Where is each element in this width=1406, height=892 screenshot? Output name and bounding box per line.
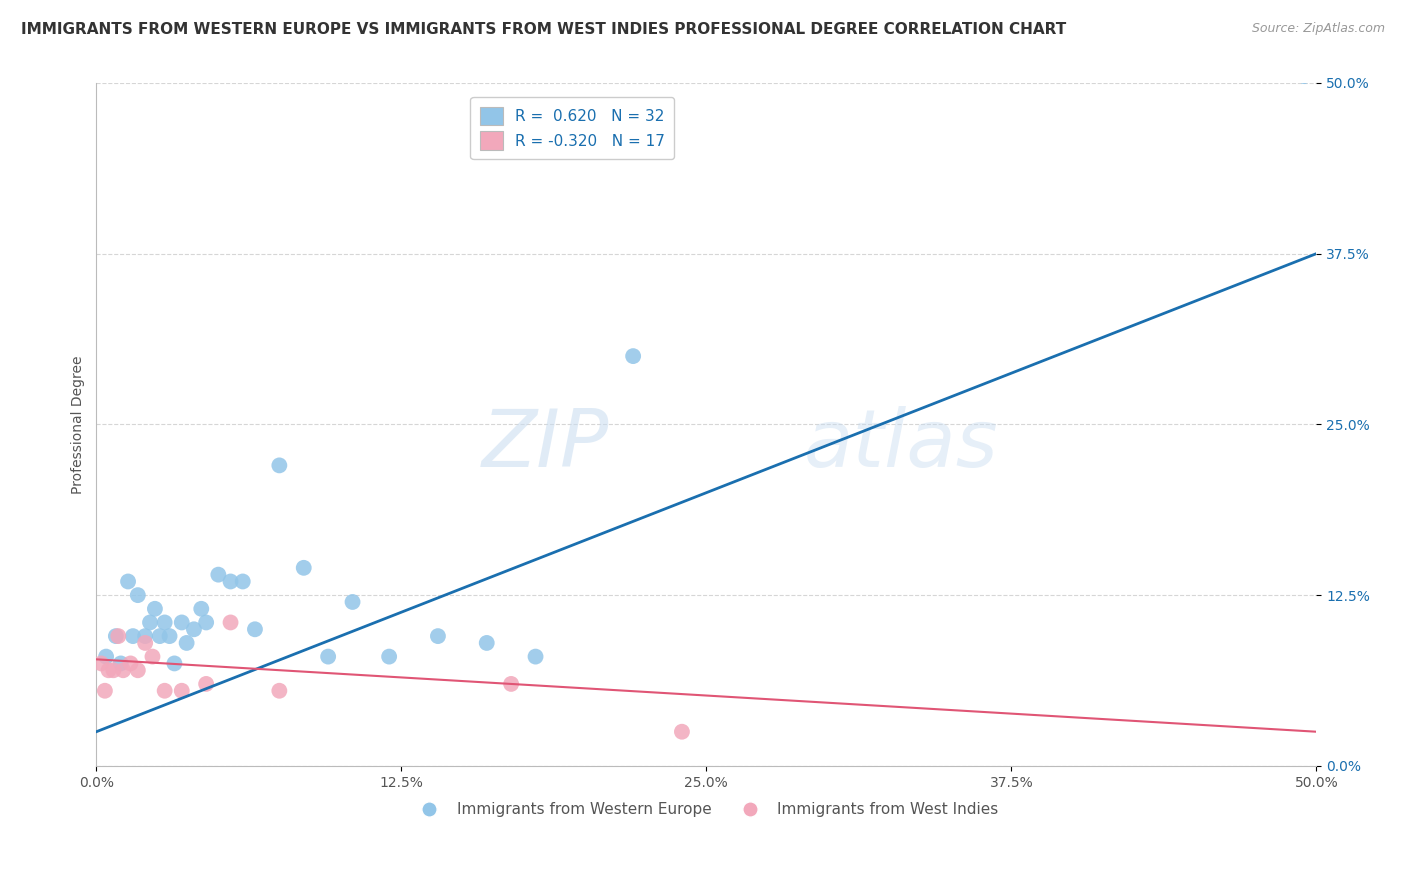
Point	[342, 595, 364, 609]
Point	[97, 663, 120, 677]
Point	[107, 629, 129, 643]
Point	[176, 636, 198, 650]
Text: ZIP: ZIP	[481, 406, 609, 483]
Point	[134, 636, 156, 650]
Point	[232, 574, 254, 589]
Point	[141, 649, 163, 664]
Point	[183, 622, 205, 636]
Point	[159, 629, 181, 643]
Point	[94, 649, 117, 664]
Point	[120, 657, 142, 671]
Point	[1294, 69, 1316, 83]
Point	[316, 649, 339, 664]
Point	[671, 724, 693, 739]
Point	[153, 615, 176, 630]
Point	[134, 629, 156, 643]
Point	[104, 629, 127, 643]
Point	[143, 602, 166, 616]
Legend: Immigrants from Western Europe, Immigrants from West Indies: Immigrants from Western Europe, Immigran…	[408, 796, 1005, 823]
Point	[269, 683, 291, 698]
Point	[524, 649, 547, 664]
Point	[149, 629, 172, 643]
Point	[378, 649, 401, 664]
Point	[501, 677, 523, 691]
Point	[207, 567, 229, 582]
Point	[170, 615, 193, 630]
Point	[90, 657, 112, 671]
Point	[127, 588, 149, 602]
Text: atlas: atlas	[804, 406, 998, 483]
Y-axis label: Professional Degree: Professional Degree	[72, 355, 86, 493]
Point	[426, 629, 449, 643]
Text: Source: ZipAtlas.com: Source: ZipAtlas.com	[1251, 22, 1385, 36]
Point	[112, 663, 135, 677]
Point	[621, 349, 644, 363]
Point	[103, 663, 125, 677]
Point	[163, 657, 186, 671]
Point	[475, 636, 498, 650]
Point	[94, 683, 117, 698]
Point	[195, 615, 218, 630]
Point	[269, 458, 291, 473]
Point	[170, 683, 193, 698]
Point	[122, 629, 145, 643]
Point	[219, 574, 242, 589]
Point	[110, 657, 132, 671]
Point	[219, 615, 242, 630]
Point	[243, 622, 266, 636]
Point	[127, 663, 149, 677]
Point	[117, 574, 139, 589]
Point	[190, 602, 212, 616]
Point	[139, 615, 162, 630]
Point	[195, 677, 218, 691]
Point	[153, 683, 176, 698]
Point	[292, 561, 315, 575]
Text: IMMIGRANTS FROM WESTERN EUROPE VS IMMIGRANTS FROM WEST INDIES PROFESSIONAL DEGRE: IMMIGRANTS FROM WESTERN EUROPE VS IMMIGR…	[21, 22, 1066, 37]
